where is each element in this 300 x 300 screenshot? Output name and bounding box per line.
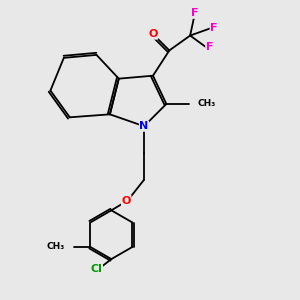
Text: CH₃: CH₃ [198, 99, 216, 108]
Text: O: O [122, 196, 131, 206]
Text: CH₃: CH₃ [47, 242, 65, 251]
Text: F: F [191, 8, 198, 18]
Text: N: N [140, 121, 149, 131]
Text: F: F [206, 43, 213, 52]
Text: Cl: Cl [91, 265, 102, 275]
Text: F: F [210, 23, 218, 33]
Text: O: O [148, 29, 158, 39]
